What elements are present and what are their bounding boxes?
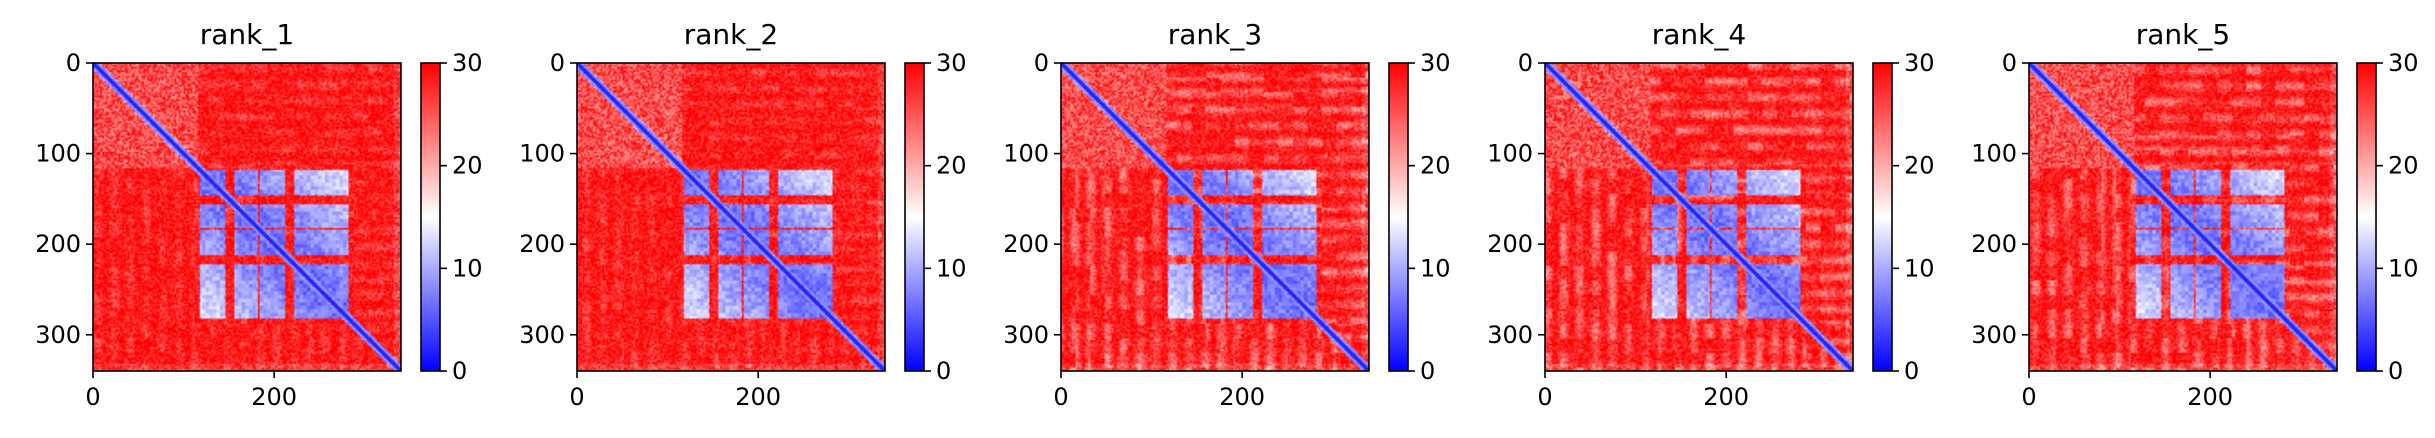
panel-3: rank_3 0 200 0 100 200 300 0 10 20 30 — [1003, 18, 1450, 411]
y-tick-label: 300 — [35, 321, 81, 349]
colorbar-tick-label: 10 — [1420, 254, 1451, 282]
y-tick-label: 0 — [1034, 49, 1049, 77]
x-tick-label: 200 — [2187, 383, 2233, 411]
panel-4: rank_4 0 200 0 100 200 300 0 10 20 30 — [1487, 18, 1934, 411]
colorbar-tick-label: 20 — [936, 152, 967, 180]
y-tick-label: 300 — [1487, 321, 1533, 349]
axes-frame — [576, 62, 886, 372]
colorbar: 0 10 20 30 — [2356, 49, 2419, 385]
colorbar-tick-label: 20 — [1420, 152, 1451, 180]
colorbar-tick-label: 30 — [936, 49, 967, 77]
heatmap-image — [577, 63, 885, 371]
x-tick-label: 0 — [85, 383, 100, 411]
heatmap-image — [2029, 63, 2337, 371]
colorbar-tick-label: 0 — [1904, 357, 1919, 385]
colorbar-tick-label: 0 — [452, 357, 467, 385]
panel-title: rank_2 — [684, 18, 778, 51]
colorbar-tick-label: 30 — [2388, 49, 2419, 77]
y-tick-label: 0 — [550, 49, 565, 77]
x-tick-label: 200 — [1219, 383, 1265, 411]
y-tick-label: 200 — [35, 230, 81, 258]
colorbar-frame — [1872, 62, 1893, 372]
panel-1: rank_1 0 200 0 100 200 300 0 10 20 30 — [35, 18, 482, 411]
y-tick-label: 100 — [1971, 140, 2017, 168]
colorbar-tick-label: 10 — [1904, 254, 1935, 282]
colorbar-gradient — [1389, 63, 1408, 371]
colorbar-gradient — [905, 63, 924, 371]
axes-frame — [1060, 62, 1370, 372]
axes-frame — [92, 62, 402, 372]
panel-title: rank_5 — [2136, 18, 2230, 51]
x-tick-label: 0 — [1537, 383, 1552, 411]
axes-frame — [1544, 62, 1854, 372]
heatmap-image — [1061, 63, 1369, 371]
heatmap-image — [1545, 63, 1853, 371]
y-tick-label: 100 — [1003, 140, 1049, 168]
y-tick-label: 200 — [519, 230, 565, 258]
colorbar-tick-label: 30 — [1420, 49, 1451, 77]
y-tick-label: 0 — [66, 49, 81, 77]
colorbar: 0 10 20 30 — [1872, 49, 1935, 385]
colorbar-tick-label: 10 — [936, 254, 967, 282]
colorbar-frame — [1388, 62, 1409, 372]
colorbar-tick-label: 10 — [2388, 254, 2419, 282]
panel-5: rank_5 0 200 0 100 200 300 0 10 20 30 — [1971, 18, 2418, 411]
heatmap-image — [93, 63, 401, 371]
colorbar: 0 10 20 30 — [420, 49, 483, 385]
colorbar-tick-label: 10 — [452, 254, 483, 282]
x-tick-label: 0 — [569, 383, 584, 411]
colorbar-tick-label: 20 — [452, 152, 483, 180]
y-tick-label: 300 — [1971, 321, 2017, 349]
colorbar-frame — [904, 62, 925, 372]
colorbar-gradient — [2357, 63, 2376, 371]
y-tick-label: 100 — [35, 140, 81, 168]
x-tick-label: 200 — [1703, 383, 1749, 411]
panel-title: rank_4 — [1652, 18, 1746, 51]
y-tick-label: 100 — [519, 140, 565, 168]
colorbar-gradient — [421, 63, 440, 371]
colorbar-tick-label: 0 — [2388, 357, 2403, 385]
x-tick-label: 200 — [735, 383, 781, 411]
y-tick-label: 200 — [1003, 230, 1049, 258]
y-tick-label: 0 — [1518, 49, 1533, 77]
x-tick-label: 0 — [1053, 383, 1068, 411]
y-tick-label: 200 — [1971, 230, 2017, 258]
colorbar-frame — [420, 62, 441, 372]
colorbar-frame — [2356, 62, 2377, 372]
colorbar-tick-label: 0 — [1420, 357, 1435, 385]
colorbar-tick-label: 20 — [2388, 152, 2419, 180]
colorbar: 0 10 20 30 — [904, 49, 967, 385]
y-tick-label: 300 — [519, 321, 565, 349]
y-tick-label: 200 — [1487, 230, 1533, 258]
x-tick-label: 0 — [2021, 383, 2036, 411]
colorbar-tick-label: 20 — [1904, 152, 1935, 180]
colorbar-tick-label: 30 — [452, 49, 483, 77]
colorbar-tick-label: 0 — [936, 357, 951, 385]
colorbar: 0 10 20 30 — [1388, 49, 1451, 385]
panel-title: rank_3 — [1168, 18, 1262, 51]
y-tick-label: 300 — [1003, 321, 1049, 349]
y-tick-label: 100 — [1487, 140, 1533, 168]
axes-frame — [2028, 62, 2338, 372]
panel-2: rank_2 0 200 0 100 200 300 0 10 20 30 — [519, 18, 966, 411]
y-tick-label: 0 — [2002, 49, 2017, 77]
x-tick-label: 200 — [251, 383, 297, 411]
panel-title: rank_1 — [200, 18, 294, 51]
colorbar-gradient — [1873, 63, 1892, 371]
colorbar-tick-label: 30 — [1904, 49, 1935, 77]
